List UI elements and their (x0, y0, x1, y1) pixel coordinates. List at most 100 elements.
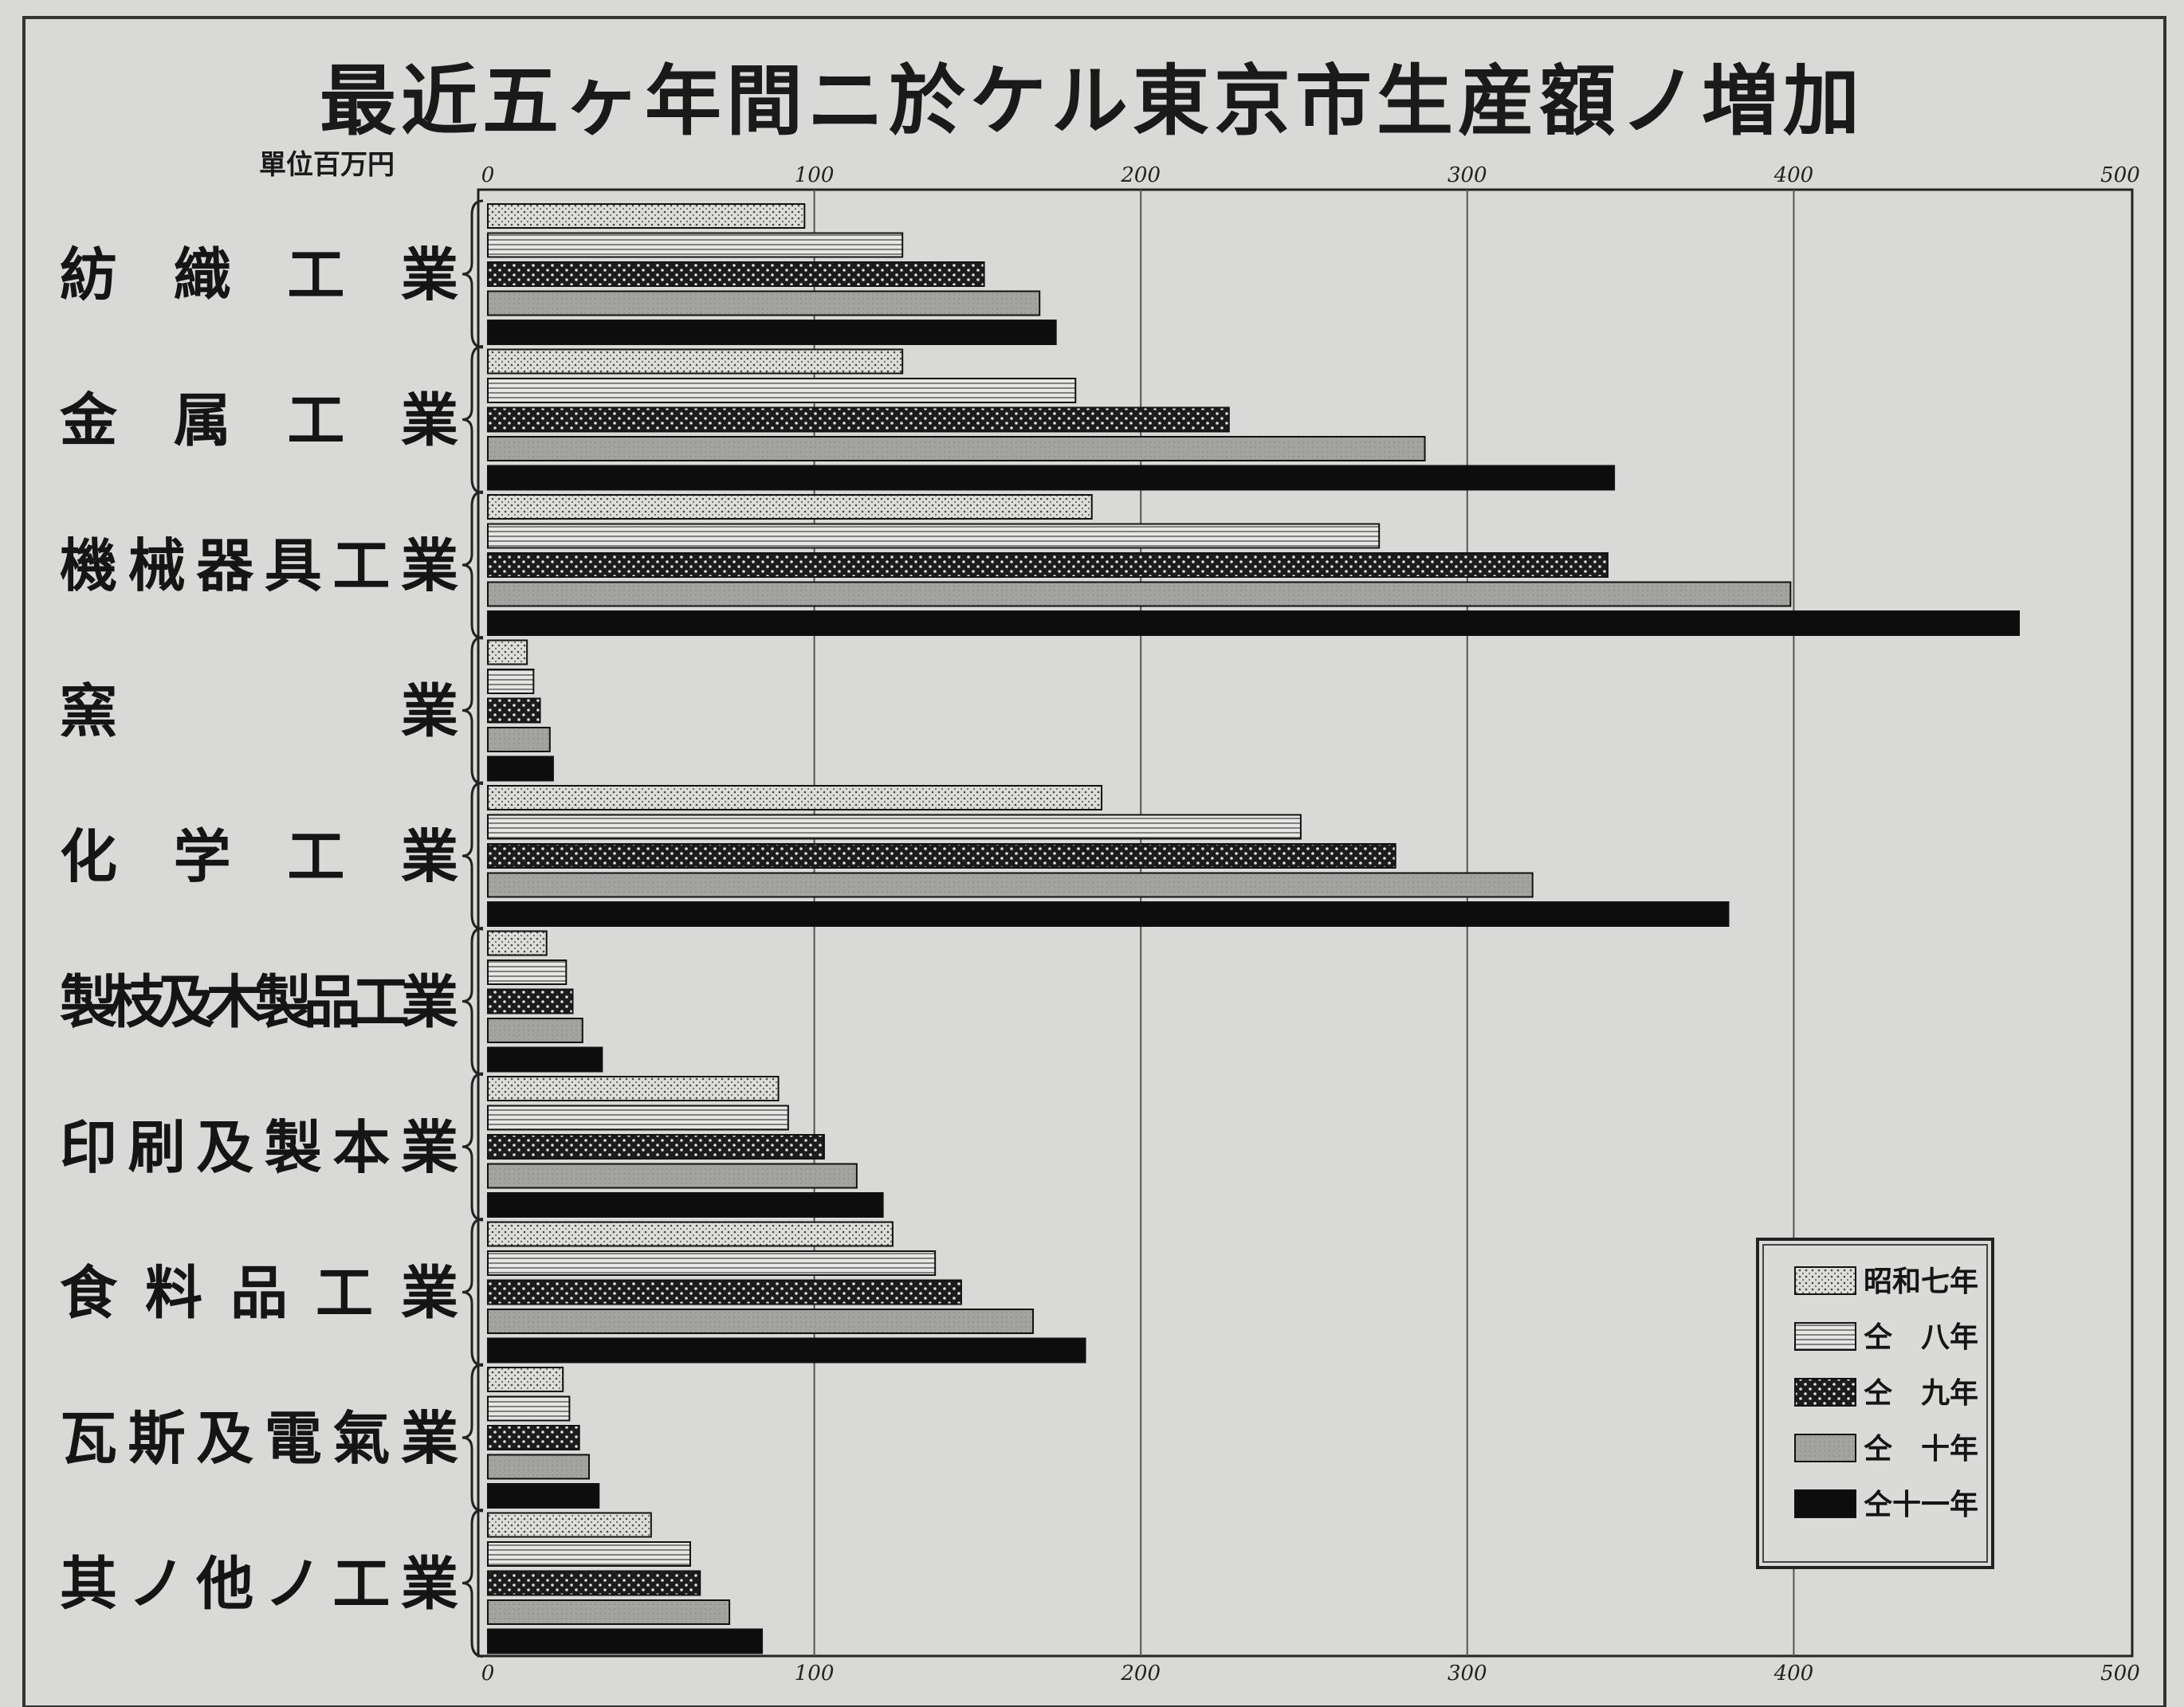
bar (487, 465, 1616, 491)
bar (487, 581, 1792, 607)
bar (487, 436, 1426, 461)
category-brace (462, 199, 484, 349)
bar (487, 1134, 825, 1160)
category-label: 其ノ他ノ工業 (60, 1550, 458, 1618)
x-tick-label-top: 500 (2100, 163, 2140, 187)
bar (487, 290, 1041, 316)
category-label: 化学工業 (60, 822, 458, 890)
bar (487, 1250, 937, 1276)
bar (487, 669, 535, 694)
bar (487, 639, 528, 665)
bar (487, 727, 551, 752)
bar (487, 930, 548, 956)
bar (487, 348, 904, 375)
category-brace (462, 345, 484, 494)
category-label: 窯業 (60, 677, 458, 745)
x-tick-label-top: 200 (1120, 163, 1161, 187)
bar (487, 755, 554, 782)
legend-label: 仝十一年 (1864, 1488, 1978, 1521)
category-brace (462, 1072, 484, 1222)
x-tick-label-bottom: 300 (1447, 1662, 1487, 1685)
chart-title: 最近五ヶ年間ニ於ケル東京市生産額ノ増加 (320, 56, 1864, 146)
legend-swatch (1794, 1434, 1856, 1462)
bar (487, 1192, 884, 1218)
category-brace (462, 636, 484, 785)
bar (487, 843, 1396, 869)
bar (487, 814, 1302, 840)
x-axis-bottom-ticks: 0 100 200 300 400 500 (481, 1662, 2140, 1685)
bar (487, 1425, 580, 1450)
legend-label: 仝 八年 (1864, 1320, 1978, 1354)
bar (487, 1221, 894, 1247)
bar (487, 320, 1057, 345)
bar (487, 1279, 962, 1305)
bar (487, 1163, 858, 1189)
x-tick-label-bottom: 200 (1120, 1662, 1161, 1685)
bar (487, 406, 1230, 433)
bar (487, 1599, 731, 1625)
x-axis-top-ticks: 0 100 200 300 400 500 (481, 163, 2140, 187)
x-tick-label-bottom: 500 (2100, 1662, 2140, 1685)
bar (487, 378, 1077, 403)
category-label: 紡織工業 (60, 241, 458, 308)
bar (487, 1454, 590, 1480)
category-labels: 紡織工業金属工業機械器具工業窯業化学工業製枝及木製品工業印刷及製本業食料品工業瓦… (59, 199, 484, 1658)
outer-frame (22, 16, 2166, 1707)
x-tick-label-top: 0 (481, 163, 495, 187)
category-brace (462, 1509, 484, 1658)
bar (487, 1018, 583, 1043)
bar (487, 1367, 564, 1392)
category-label: 瓦斯及電氣業 (60, 1404, 458, 1472)
category-label: 印刷及製本業 (60, 1113, 458, 1181)
category-label: 金属工業 (59, 387, 458, 454)
category-brace (462, 927, 484, 1076)
plot-frame (477, 188, 2134, 1658)
bar (487, 203, 806, 229)
bar (487, 1337, 1086, 1364)
bar (487, 785, 1103, 810)
bar (487, 697, 541, 724)
unit-label: 單位百万円 (259, 149, 395, 181)
bar (487, 523, 1381, 549)
legend-label: 仝 九年 (1864, 1376, 1978, 1410)
category-label: 食料品工業 (60, 1259, 458, 1327)
bar (487, 1483, 600, 1509)
x-tick-label-top: 100 (795, 163, 835, 187)
category-label: 製枝及木製品工業 (60, 968, 458, 1036)
bar (487, 1570, 701, 1596)
bar (487, 610, 2021, 636)
bar (487, 494, 1093, 520)
category-brace (462, 1363, 484, 1513)
bar (487, 1628, 764, 1654)
category-label: 機械器具工業 (60, 532, 458, 599)
bar (487, 1105, 789, 1131)
legend-swatch (1794, 1489, 1856, 1518)
legend-label: 仝 十年 (1864, 1432, 1978, 1466)
legend-swatch (1794, 1322, 1856, 1351)
bar (487, 1512, 652, 1538)
bar (487, 1309, 1035, 1334)
bar (487, 988, 574, 1014)
x-tick-label-bottom: 0 (481, 1662, 495, 1685)
bar (487, 901, 1730, 927)
bar (487, 232, 904, 258)
legend-label: 昭和七年 (1864, 1265, 1978, 1298)
category-brace (462, 1218, 484, 1367)
bar (487, 872, 1534, 898)
bar (487, 1046, 603, 1073)
x-tick-label-bottom: 100 (795, 1662, 835, 1685)
legend-swatch (1794, 1378, 1856, 1407)
bar (487, 1076, 780, 1101)
bars (487, 203, 2021, 1654)
bar (487, 261, 985, 287)
x-tick-label-top: 400 (1774, 163, 1814, 187)
bar (487, 1541, 691, 1567)
legend-swatch (1794, 1266, 1856, 1295)
x-tick-label-top: 300 (1447, 163, 1487, 187)
legend-inner-border (1762, 1244, 1988, 1563)
category-brace (462, 781, 484, 931)
bar (487, 1395, 571, 1422)
